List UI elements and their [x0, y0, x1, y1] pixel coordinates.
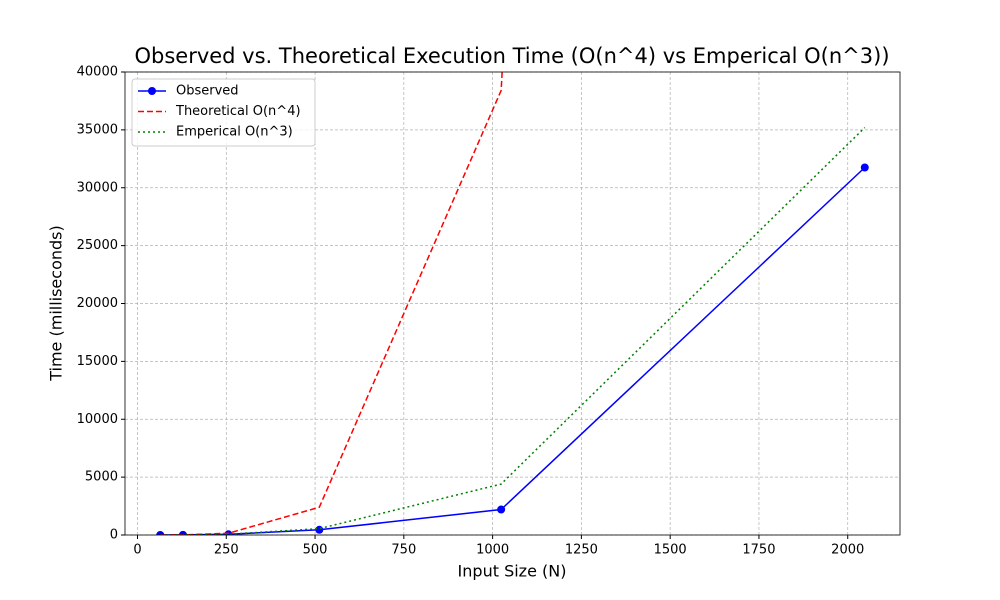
chart-title: Observed vs. Theoretical Execution Time …: [134, 44, 889, 68]
legend-marker: [148, 87, 156, 95]
x-tick-label: 1250: [565, 543, 598, 558]
series-line: [160, 127, 866, 535]
x-tick-label: 0: [133, 543, 141, 558]
data-point: [178, 530, 187, 535]
x-tick-label: 750: [391, 543, 416, 558]
legend-label: Observed: [176, 84, 239, 99]
x-axis-label: Input Size (N): [458, 562, 567, 581]
y-tick-label: 10000: [77, 412, 118, 427]
x-tick-label: 2000: [831, 543, 864, 558]
x-tick-label: 1000: [476, 543, 509, 558]
legend-label: Theoretical O(n^4): [175, 104, 301, 119]
y-tick-label: 35000: [77, 122, 118, 137]
y-tick-label: 5000: [85, 470, 118, 485]
data-point: [156, 530, 165, 535]
x-tick-label: 500: [303, 543, 328, 558]
y-tick-label: 30000: [77, 180, 118, 195]
y-axis-label: Time (milliseconds): [47, 225, 66, 382]
y-tick-label: 0: [110, 528, 118, 543]
data-point: [315, 525, 324, 534]
y-tick-label: 40000: [77, 65, 118, 80]
x-tick-label: 1750: [742, 543, 775, 558]
data-point: [860, 163, 869, 172]
y-tick-label: 25000: [77, 238, 118, 253]
y-tick-label: 20000: [77, 296, 118, 311]
x-tick-label: 250: [214, 543, 239, 558]
x-tick-label: 1500: [654, 543, 687, 558]
legend-label: Emperical O(n^3): [176, 125, 293, 140]
plot-frame: [124, 71, 901, 536]
legend-box: [131, 78, 316, 147]
y-tick-label: 15000: [77, 354, 118, 369]
data-point: [497, 505, 506, 514]
